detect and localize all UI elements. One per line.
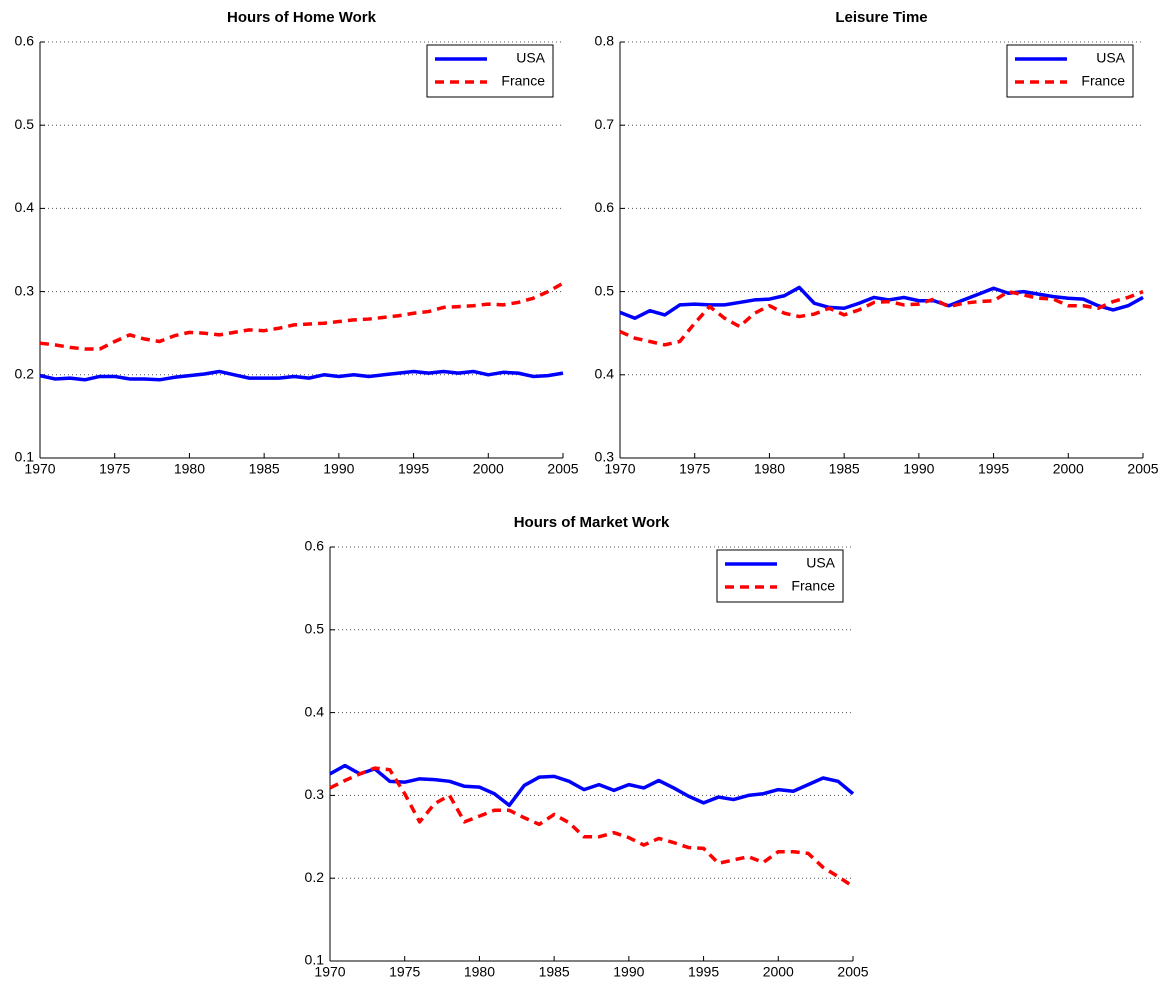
legend-box (1006, 44, 1134, 98)
legend-box (716, 549, 844, 603)
line-series (619, 289, 1144, 347)
y-tick-label: 0.6 (595, 199, 615, 215)
x-tick-label: 1975 (679, 461, 710, 477)
line-series (329, 766, 854, 888)
y-tick-label: 0.3 (15, 282, 35, 298)
x-tick-label: 1990 (903, 461, 934, 477)
x-tick-label: 2005 (547, 461, 578, 477)
x-tick-label: 1980 (174, 461, 205, 477)
x-tick-label: 1995 (398, 461, 429, 477)
y-tick-label: 0.4 (305, 703, 325, 719)
x-tick-label: 1980 (464, 964, 495, 980)
x-tick-label: 2005 (1127, 461, 1158, 477)
y-tick-label: 0.5 (305, 621, 325, 637)
legend: USA France (716, 549, 844, 603)
subplot-title: Hours of Market Work (514, 514, 670, 531)
y-tick-label: 0.6 (305, 538, 325, 554)
subplot-title: Leisure Time (835, 9, 927, 26)
x-tick-label: 1975 (99, 461, 130, 477)
y-tick-label: 0.7 (595, 116, 615, 132)
x-tick-label: 1985 (539, 964, 570, 980)
subplot: Hours of Home Work 0.1 0.2 0.3 0.4 0.5 0.6 1970… (15, 9, 579, 477)
line-series (39, 369, 564, 382)
y-tick-label: 0.4 (595, 366, 615, 382)
x-tick-label: 1995 (688, 964, 719, 980)
x-tick-label: 1970 (24, 461, 55, 477)
y-tick-label: 0.5 (595, 282, 615, 298)
subplot: Hours of Market Work 0.1 0.2 0.3 0.4 0.5 0.6 19… (305, 514, 869, 980)
legend-label: USA (1096, 50, 1125, 66)
subplot-title: Hours of Home Work (227, 9, 377, 26)
y-tick-label: 0.2 (15, 366, 35, 382)
x-tick-label: 1985 (249, 461, 280, 477)
y-tick-label: 0.3 (595, 449, 615, 465)
legend-label: USA (516, 50, 545, 66)
x-tick-label: 2000 (473, 461, 504, 477)
legend-label: France (791, 578, 835, 594)
y-tick-label: 0.1 (305, 952, 325, 968)
x-tick-label: 1990 (323, 461, 354, 477)
line-series (619, 285, 1144, 320)
legend-label: France (501, 73, 545, 89)
y-tick-label: 0.1 (15, 449, 35, 465)
legend-label: USA (806, 555, 835, 571)
line-series (39, 281, 564, 351)
line-series (329, 763, 855, 808)
y-tick-label: 0.8 (595, 33, 615, 49)
subplot: Leisure Time 0.3 0.4 0.5 0.6 0.7 0.8 1970 1975 19… (595, 9, 1159, 477)
x-tick-label: 2005 (837, 964, 868, 980)
x-tick-label: 1970 (604, 461, 635, 477)
legend-box (426, 44, 554, 98)
x-tick-label: 2000 (763, 964, 794, 980)
legend-label: France (1081, 73, 1125, 89)
y-tick-label: 0.6 (15, 33, 35, 49)
x-tick-label: 1980 (754, 461, 785, 477)
x-tick-label: 1995 (978, 461, 1009, 477)
y-tick-label: 0.4 (15, 199, 35, 215)
legend: USA France (1006, 44, 1134, 98)
x-tick-label: 1985 (829, 461, 860, 477)
x-tick-label: 1975 (389, 964, 420, 980)
legend: USA France (426, 44, 554, 98)
y-tick-label: 0.3 (305, 786, 325, 802)
y-tick-label: 0.5 (15, 116, 35, 132)
x-tick-label: 1970 (314, 964, 345, 980)
x-tick-label: 2000 (1053, 461, 1084, 477)
x-tick-label: 1990 (613, 964, 644, 980)
y-tick-label: 0.2 (305, 869, 325, 885)
